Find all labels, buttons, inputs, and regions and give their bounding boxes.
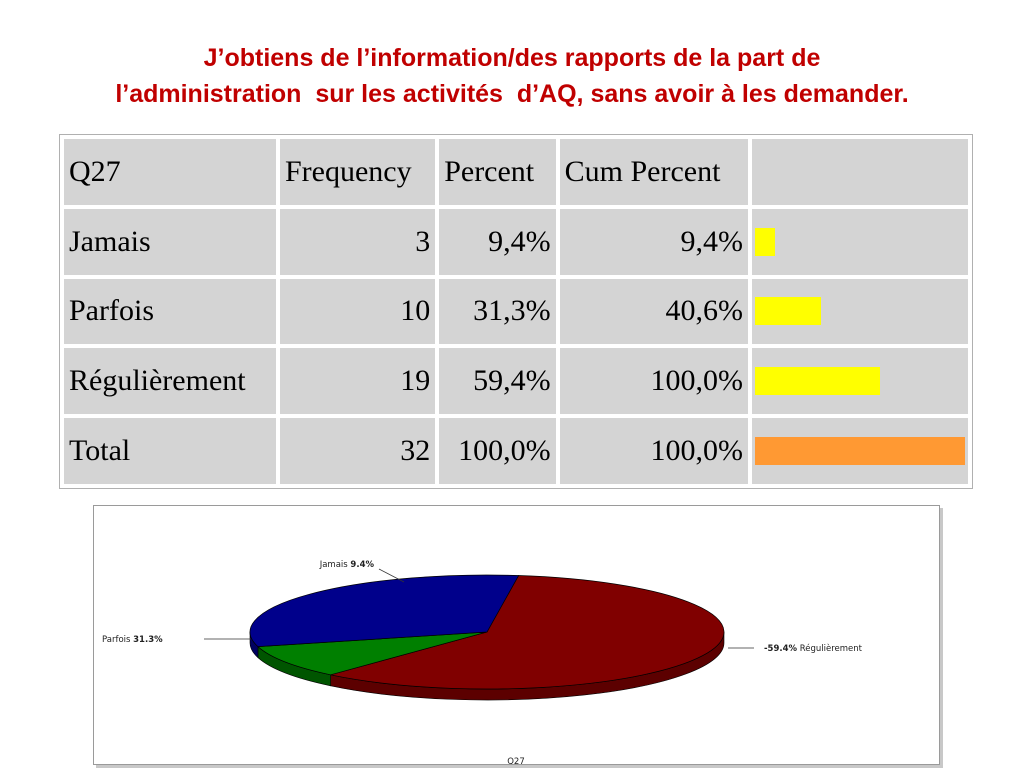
row-bar-cell	[752, 418, 968, 484]
row-cum-percent: 100,0%	[559, 418, 748, 484]
parfois-percent: 31.3%	[133, 635, 163, 645]
header-q27: Q27	[64, 139, 276, 205]
row-percent: 31,3%	[439, 278, 556, 345]
row-frequency: 32	[279, 418, 436, 484]
row-percent: 59,4%	[439, 348, 556, 415]
header-percent: Percent	[439, 139, 556, 205]
jamais-label: Jamais	[319, 560, 349, 570]
pie-slice	[249, 574, 520, 648]
header-bar	[752, 139, 968, 205]
slide-title: J’obtiens de l’information/des rapports …	[0, 40, 1024, 112]
row-label: Régulièrement	[64, 348, 276, 415]
regulierement-percent: -59.4%	[764, 644, 797, 654]
pie-slice	[257, 631, 488, 676]
slide-title-line-1: J’obtiens de l’information/des rapports …	[203, 44, 821, 72]
percent-bar	[755, 367, 880, 396]
table-row: Total 32 100,0% 100,0%	[64, 418, 968, 484]
row-percent: 9,4%	[439, 208, 556, 275]
pie-slices	[249, 574, 725, 690]
row-label: Jamais	[64, 208, 276, 275]
row-bar-cell	[752, 348, 968, 415]
row-frequency: 10	[279, 278, 436, 345]
header-frequency: Frequency	[279, 139, 436, 205]
header-cum-percent: Cum Percent	[559, 139, 748, 205]
table-row: Régulièrement 19 59,4% 100,0%	[64, 348, 968, 415]
row-label: Parfois	[64, 278, 276, 345]
percent-bar	[755, 227, 775, 256]
percent-bar	[755, 437, 965, 466]
parfois-slice-label: Parfois 31.3%	[102, 635, 163, 645]
row-cum-percent: 9,4%	[559, 208, 748, 275]
pie-slice	[330, 575, 725, 690]
pie-x-label: Q27	[507, 757, 525, 764]
regulierement-label: Régulièrement	[800, 643, 863, 654]
slide-title-line-2: l’administration sur les activités d’AQ,…	[115, 80, 909, 108]
row-bar-cell	[752, 278, 968, 345]
table-row: Parfois 10 31,3% 40,6%	[64, 278, 968, 345]
row-frequency: 3	[279, 208, 436, 275]
row-cum-percent: 100,0%	[559, 348, 748, 415]
parfois-label: Parfois	[102, 635, 131, 645]
percent-bar	[755, 297, 821, 326]
frequency-table: Q27 Frequency Percent Cum Percent Jamais…	[59, 134, 973, 489]
row-label: Total	[64, 418, 276, 484]
pie-chart: Jamais 9.4% Parfois 31.3% -59.4% Réguliè…	[102, 560, 863, 764]
row-bar-cell	[752, 208, 968, 275]
row-cum-percent: 40,6%	[559, 278, 748, 345]
table-row: Jamais 3 9,4% 9,4%	[64, 208, 968, 275]
table-header-row: Q27 Frequency Percent Cum Percent	[64, 139, 968, 205]
row-frequency: 19	[279, 348, 436, 415]
regulierement-slice-label: -59.4% Régulièrement	[764, 643, 863, 654]
jamais-percent: 9.4%	[350, 560, 374, 570]
pie-chart-frame: Jamais 9.4% Parfois 31.3% -59.4% Réguliè…	[93, 505, 940, 765]
jamais-leader-line	[378, 568, 405, 583]
jamais-slice-label: Jamais 9.4%	[319, 560, 375, 570]
row-percent: 100,0%	[439, 418, 556, 484]
